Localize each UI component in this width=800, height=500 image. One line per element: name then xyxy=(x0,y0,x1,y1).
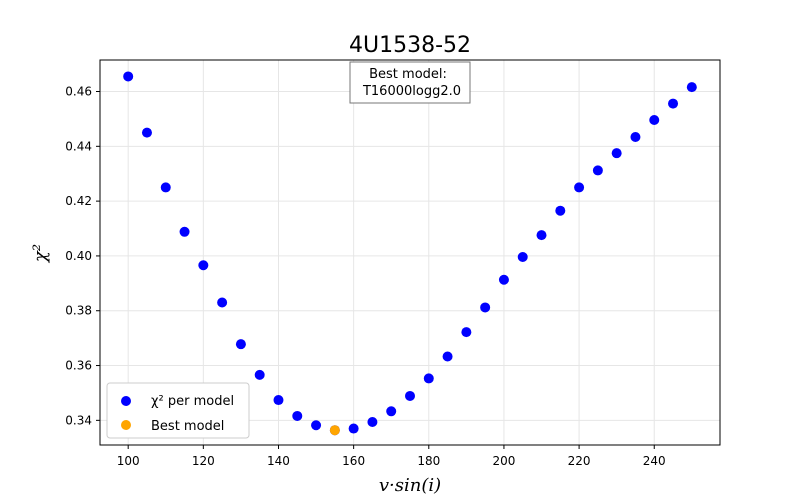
legend: χ² per model Best model xyxy=(106,382,250,439)
annotation-box: Best model: T16000logg2.0 xyxy=(349,61,471,104)
x-tick-label: 200 xyxy=(492,454,515,468)
annotation-line-2: T16000logg2.0 xyxy=(362,84,461,99)
x-tick-label: 220 xyxy=(568,454,591,468)
y-tick-label: 0.42 xyxy=(65,194,92,208)
x-tick-label: 160 xyxy=(342,454,365,468)
y-tick-label: 0.34 xyxy=(65,413,92,427)
y-tick-label: 0.46 xyxy=(65,85,92,99)
data-point xyxy=(536,230,547,241)
legend-marker-series-1 xyxy=(121,396,131,406)
data-point xyxy=(442,351,453,362)
data-point xyxy=(160,182,171,193)
data-point xyxy=(611,148,622,159)
x-tick-label: 100 xyxy=(117,454,140,468)
data-point xyxy=(423,373,434,384)
grid xyxy=(100,60,720,445)
data-point xyxy=(198,260,209,271)
y-tick-label: 0.36 xyxy=(65,359,92,373)
data-point xyxy=(123,71,134,82)
axis-ticks: 100 120 140 160 180 200 220 240 0.34 0.36 0.38 0.40… xyxy=(65,85,665,468)
data-point xyxy=(179,226,190,237)
y-tick-label: 0.40 xyxy=(65,249,92,263)
x-tick-label: 140 xyxy=(267,454,290,468)
data-point xyxy=(254,369,265,380)
data-point xyxy=(630,132,641,142)
legend-label-series-1: χ² per model xyxy=(151,394,234,409)
legend-label-series-2: Best model xyxy=(151,419,224,434)
best-model-point xyxy=(329,425,340,436)
x-tick-label: 240 xyxy=(643,454,666,468)
x-tick-label: 180 xyxy=(417,454,440,468)
plot-frame xyxy=(99,59,721,446)
y-tick-label: 0.44 xyxy=(65,139,92,153)
data-point xyxy=(498,274,509,285)
data-point xyxy=(649,115,660,126)
data-point xyxy=(235,339,246,350)
chart-title: 4U1538-52 xyxy=(349,33,471,58)
data-point xyxy=(217,297,228,308)
data-point xyxy=(480,302,491,313)
y-tick-label: 0.38 xyxy=(65,304,92,318)
data-point xyxy=(517,252,528,263)
data-point xyxy=(311,420,322,431)
data-point xyxy=(348,423,359,434)
data-point xyxy=(292,410,303,421)
data-point xyxy=(592,165,603,176)
data-point xyxy=(386,406,397,417)
y-axis-label: χ² xyxy=(30,244,51,264)
x-axis-label: v·sin(i) xyxy=(379,475,441,496)
legend-marker-series-2 xyxy=(121,420,131,430)
data-point xyxy=(405,390,415,401)
annotation-line-1: Best model: xyxy=(369,67,447,82)
data-point xyxy=(461,327,472,338)
data-point xyxy=(555,205,566,216)
data-point xyxy=(668,98,679,109)
x-tick-label: 120 xyxy=(192,454,215,468)
data-point xyxy=(574,182,585,193)
data-point xyxy=(686,82,697,93)
data-points xyxy=(123,71,697,436)
data-point xyxy=(273,395,284,406)
data-point xyxy=(367,416,378,427)
data-point xyxy=(141,127,152,138)
